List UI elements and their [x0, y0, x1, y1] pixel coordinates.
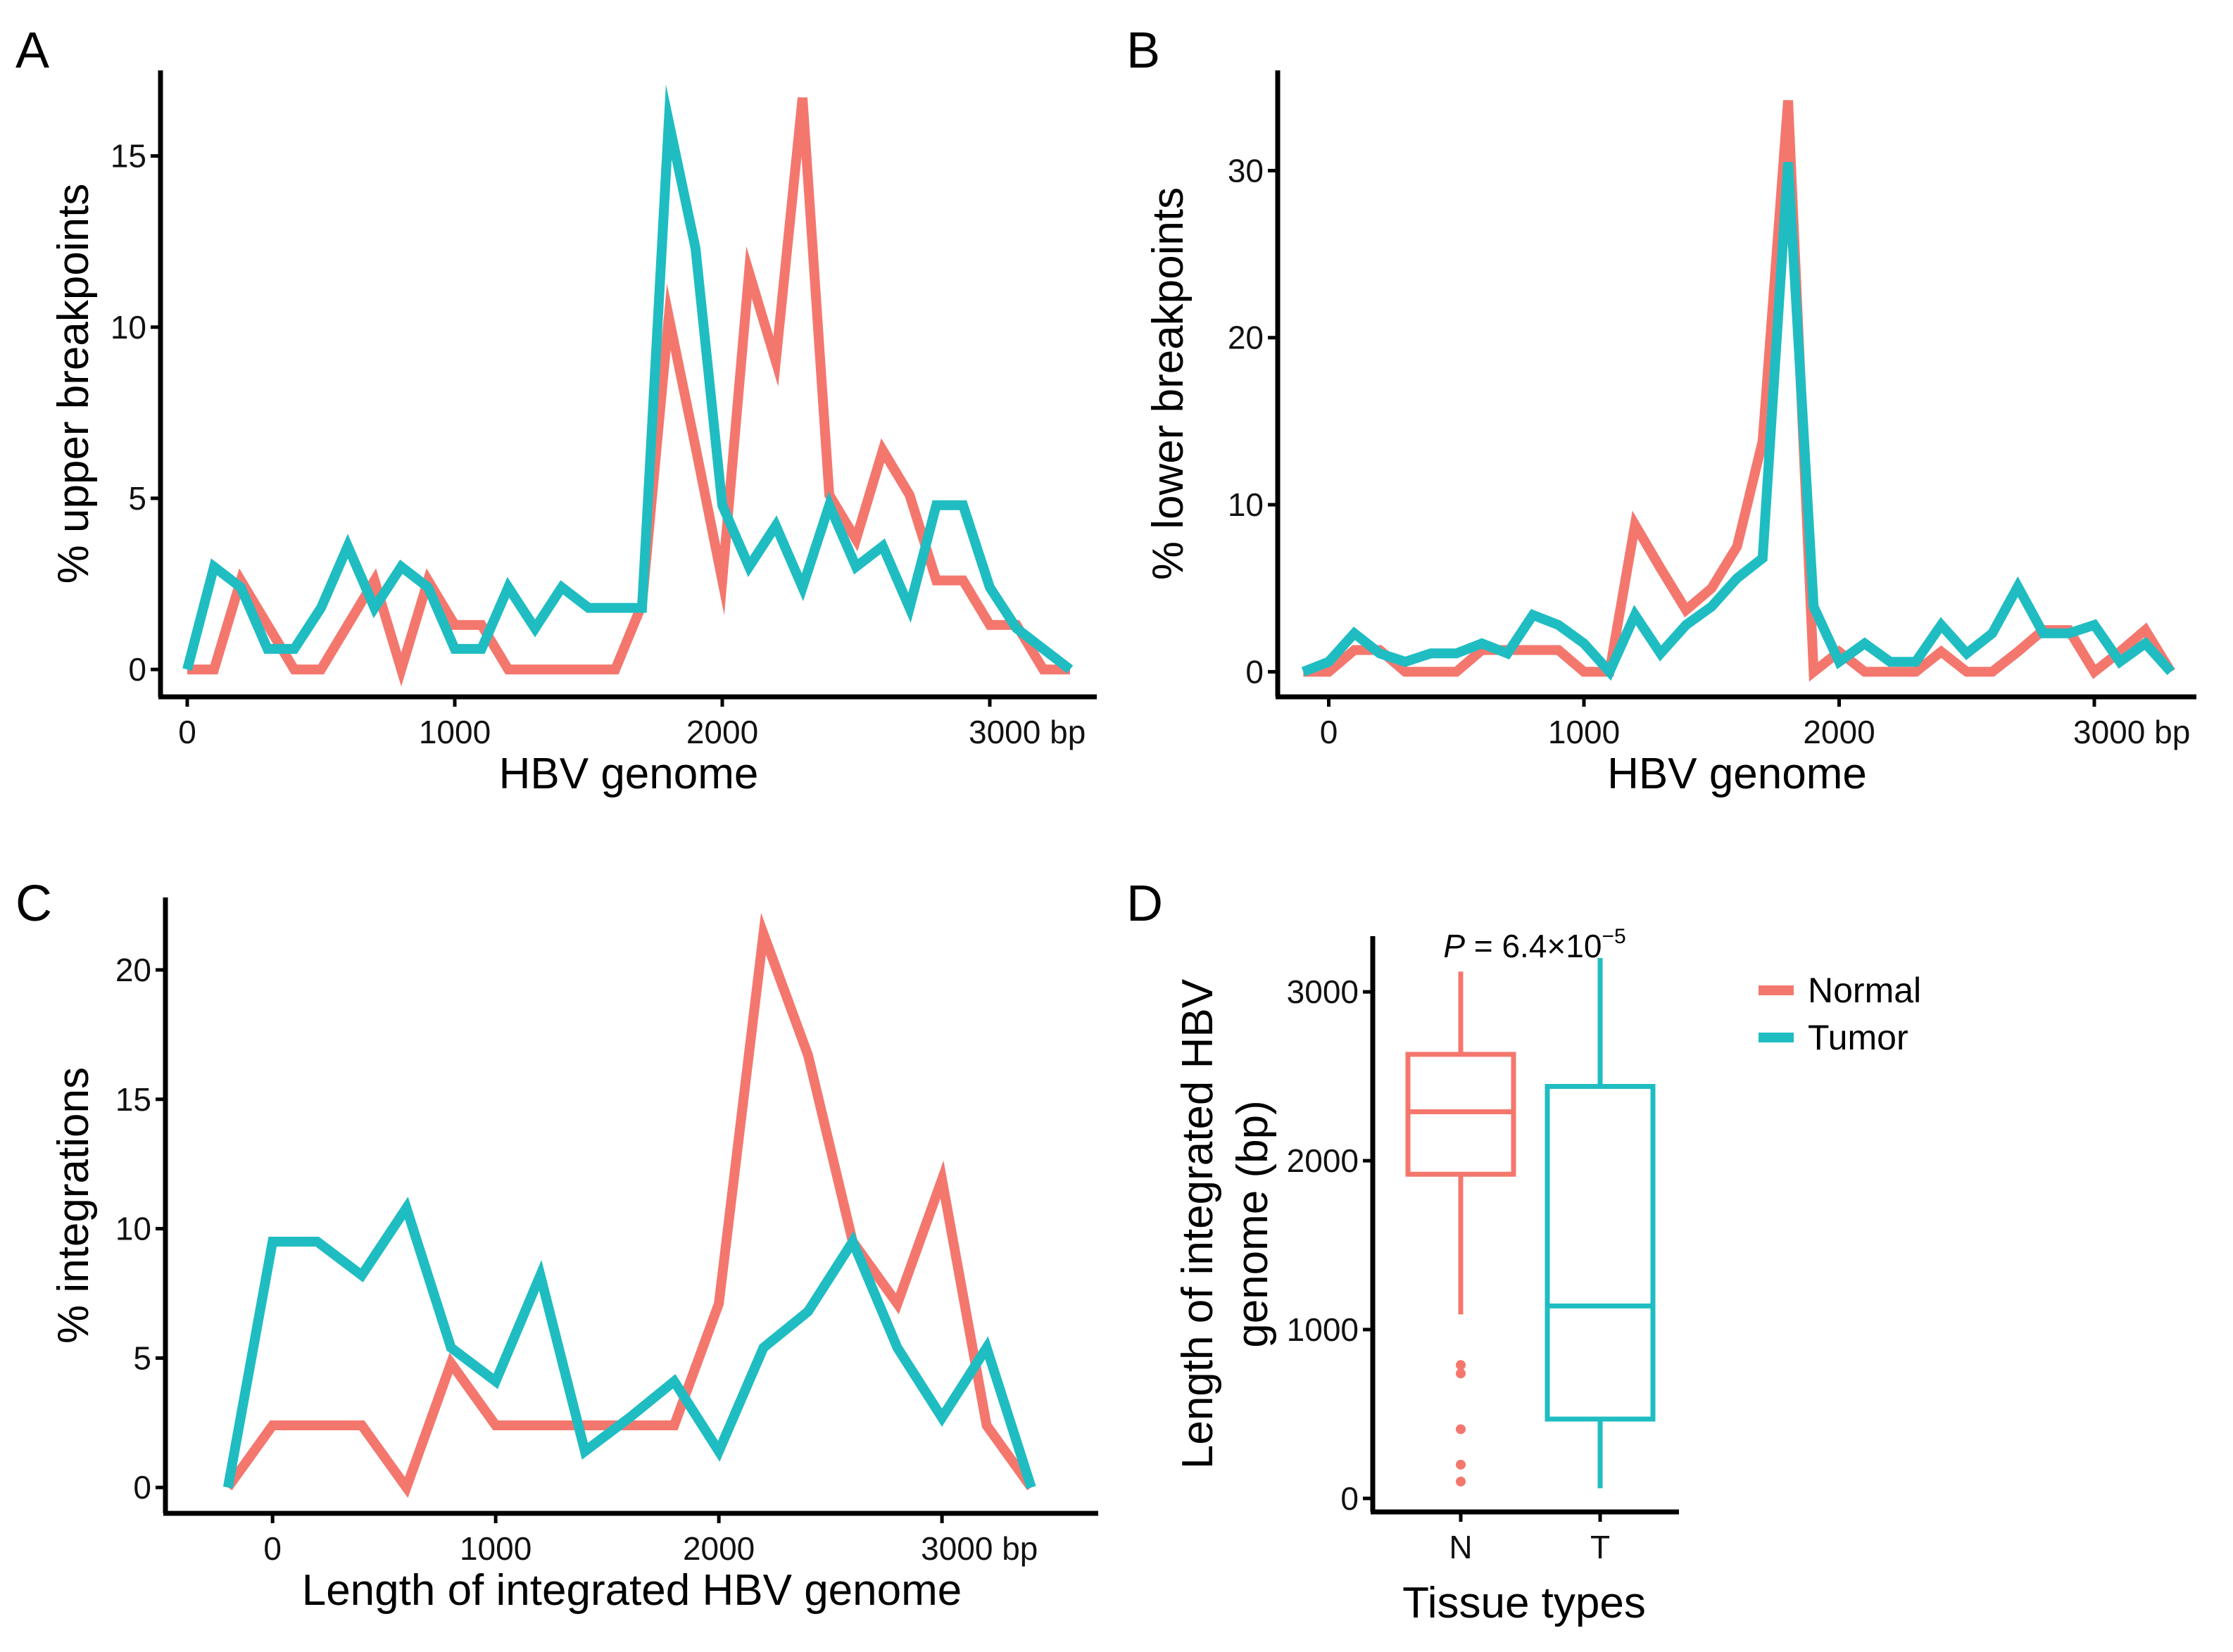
x-tick-label: 2000 [683, 1530, 755, 1567]
y-axis-title-line1: Length of integrated HBV [1174, 978, 1222, 1469]
x-tick-label: 2000 [686, 714, 758, 750]
y-tick-label: 0 [1340, 1480, 1359, 1517]
x-tick-label: T [1590, 1529, 1610, 1565]
y-tick-label: 2000 [1287, 1142, 1359, 1179]
box-outlier-point-normal [1456, 1476, 1466, 1487]
x-tick-label: 0 [263, 1530, 282, 1567]
y-tick-label: 10 [115, 1211, 151, 1247]
legend-label-tumor: Tumor [1808, 1018, 1908, 1057]
legend: Normal Tumor [1759, 971, 1921, 1057]
p-value-exponent: −5 [1602, 925, 1625, 948]
x-axis-title: HBV genome [499, 750, 759, 798]
box-iqr-tumor [1545, 1083, 1656, 1422]
x-tick-label: N [1449, 1529, 1472, 1565]
box-outlier-point-normal [1456, 1368, 1466, 1379]
y-tick-label: 5 [128, 480, 146, 517]
series-line-normal [1303, 100, 2175, 682]
y-tick-label: 5 [133, 1339, 151, 1376]
y-axis-title: % lower breakpoints [1144, 187, 1193, 580]
y-tick-label: 3000 [1287, 973, 1359, 1010]
x-axis-title: HBV genome [1607, 750, 1867, 798]
y-tick-label: 20 [115, 952, 151, 988]
y-tick-label: 0 [133, 1469, 151, 1506]
p-value-annotation: P = 6.4×10−5 [1443, 925, 1625, 964]
x-axis-title: Tissue types [1402, 1579, 1646, 1627]
box-iqr-normal [1405, 1052, 1516, 1177]
p-value-prefix: P [1443, 928, 1465, 964]
panel-a-letter: A [15, 23, 49, 79]
x-tick-label: 1000 [419, 714, 491, 750]
legend-swatch-tumor [1759, 1033, 1794, 1042]
x-tick-label: 1000 [1548, 714, 1620, 750]
y-tick-label: 0 [128, 651, 146, 688]
y-axis-title: % upper breakpoints [49, 184, 98, 584]
series-line-normal [187, 97, 1070, 687]
y-tick-label: 15 [115, 1081, 151, 1118]
series-line-tumor [1301, 162, 2175, 681]
x-tick-label: 0 [178, 714, 196, 750]
y-tick-label: 15 [111, 138, 146, 175]
box-outlier-point-normal [1456, 1459, 1466, 1470]
x-axis-title: Length of integrated HBV genome [302, 1566, 962, 1615]
panel-b: B 0 10 20 30 0 1000 2000 3000 bp HBV genome % low… [1126, 23, 2196, 798]
panel-d: D P = 6.4×10−5 0 1000 2000 3000 N T Tissue typ… [1126, 876, 1679, 1627]
x-tick-label: 2000 [1803, 714, 1875, 750]
y-tick-label: 30 [1228, 152, 1264, 189]
box-outlier-point-normal [1456, 1360, 1466, 1370]
y-tick-label: 1000 [1287, 1311, 1359, 1348]
y-axis-title: % integrations [49, 1067, 98, 1344]
legend-swatch-normal [1759, 985, 1794, 995]
x-tick-label: 3000 bp [969, 714, 1086, 750]
y-axis-title-line2: genome (bp) [1228, 1100, 1277, 1348]
box-outlier-point-normal [1456, 1424, 1466, 1435]
y-tick-label: 0 [1245, 653, 1264, 690]
x-tick-label: 0 [1320, 714, 1338, 750]
panel-d-letter: D [1126, 876, 1163, 932]
p-value-text: = 6.4×10 [1465, 928, 1602, 964]
x-tick-label: 3000 bp [921, 1530, 1038, 1567]
y-tick-label: 10 [1228, 486, 1264, 523]
x-tick-label: 3000 bp [2073, 714, 2190, 750]
y-tick-label: 20 [1228, 320, 1264, 356]
series-line-tumor [182, 84, 1074, 674]
x-tick-label: 1000 [460, 1530, 531, 1567]
panel-a: A 0 5 10 15 0 1000 2000 3000 bp HBV genome % uppe… [15, 23, 1097, 798]
legend-label-normal: Normal [1808, 971, 1921, 1010]
panel-c-letter: C [15, 876, 52, 932]
series-line-tumor [222, 1197, 1036, 1489]
y-tick-label: 10 [111, 309, 146, 346]
series-line-normal [224, 912, 1036, 1499]
panel-b-letter: B [1126, 23, 1160, 79]
